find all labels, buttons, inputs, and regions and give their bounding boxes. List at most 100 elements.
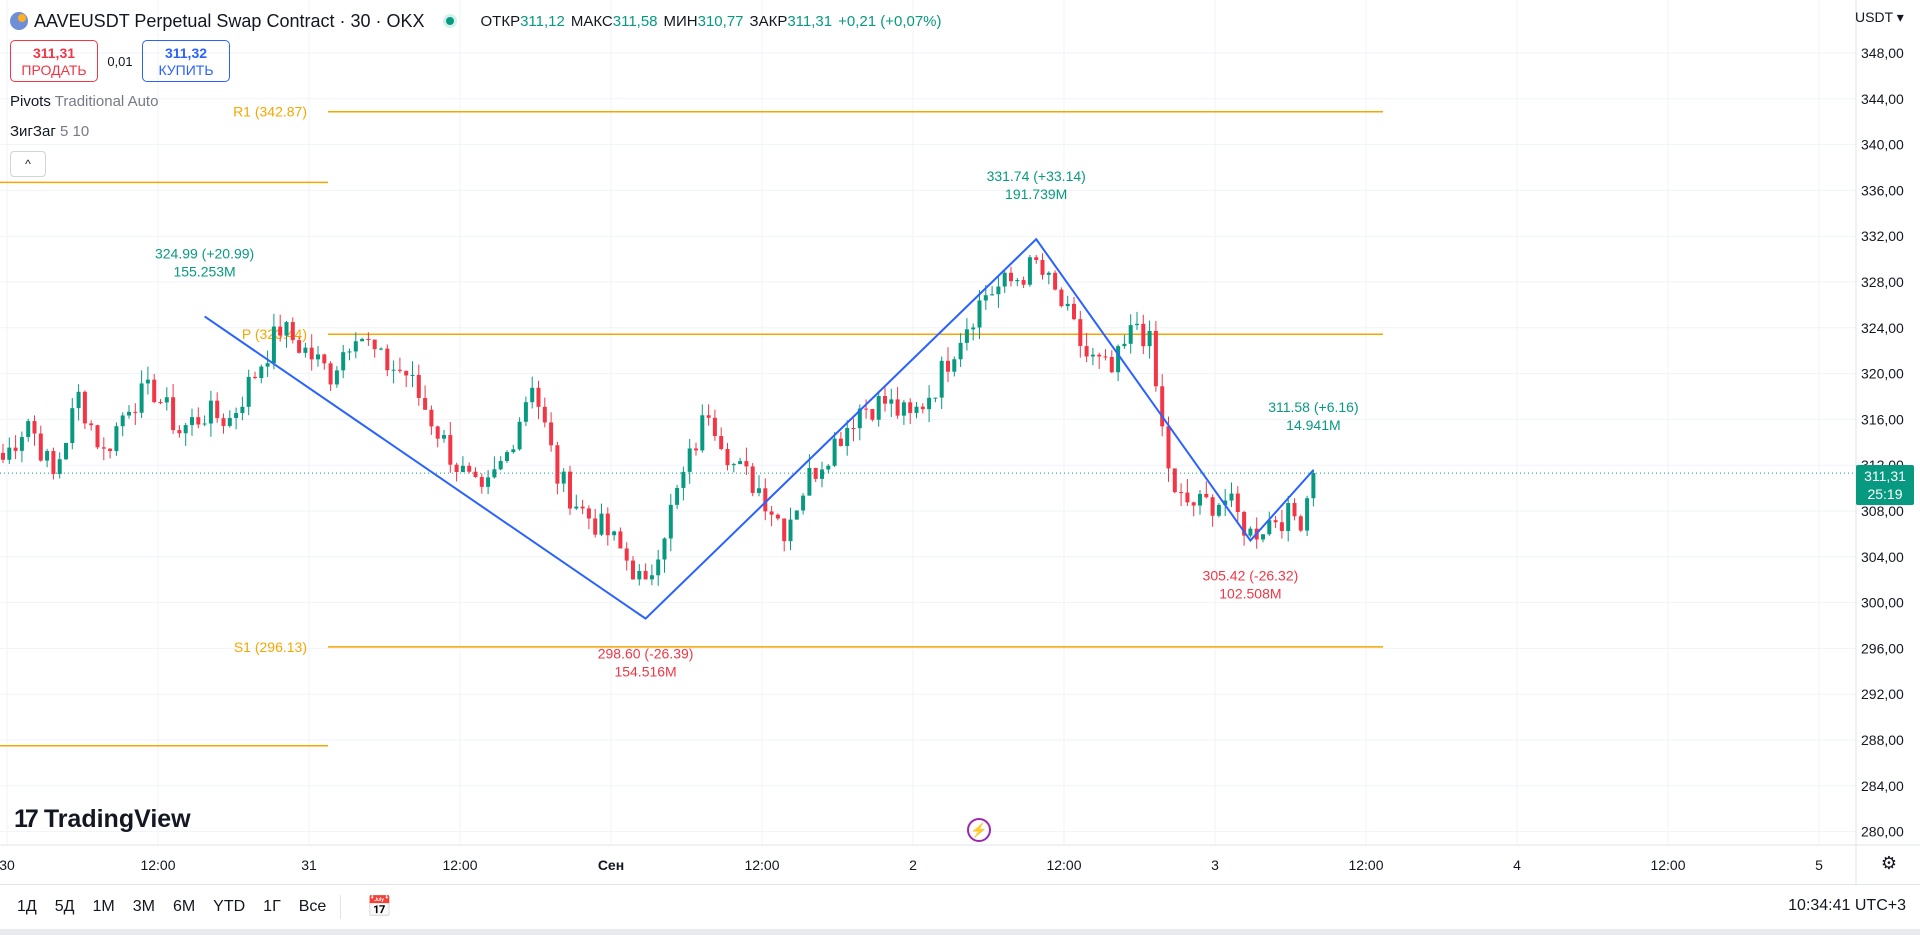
time-axis[interactable]: 30 12:00 31 12:00 Сен 12:00 2 12:00 3 12:00 4 12:00… bbox=[0, 857, 1920, 873]
candle-body bbox=[1305, 498, 1310, 531]
indicator-pivots[interactable]: Pivots Traditional Auto bbox=[10, 93, 158, 110]
tradingview-logo[interactable]: 17 TradingView bbox=[14, 805, 191, 834]
candle-body bbox=[681, 471, 686, 488]
candle-body bbox=[889, 399, 894, 404]
range-1d-button[interactable]: 1Д bbox=[17, 898, 37, 915]
candle-body bbox=[108, 448, 113, 452]
price-tick-label: 300,00 bbox=[1861, 595, 1904, 611]
buy-button[interactable]: 311,32 КУПИТЬ bbox=[142, 40, 230, 82]
candle-body bbox=[297, 340, 302, 353]
price-tick-label: 340,00 bbox=[1861, 137, 1904, 153]
close-value: 311,31 bbox=[787, 12, 833, 30]
candle-body bbox=[51, 451, 56, 474]
candle-body bbox=[429, 409, 434, 427]
candle-body bbox=[542, 406, 547, 423]
calendar-goto-icon[interactable]: 📅 bbox=[367, 896, 393, 918]
candle-body bbox=[139, 383, 144, 413]
range-buttons: 1Д 5Д 1М 3М 6М YTD 1Г Все bbox=[0, 898, 326, 916]
candle-body bbox=[479, 477, 484, 487]
candle-body bbox=[38, 433, 43, 461]
indicator-zigzag[interactable]: ЗигЗаг 5 10 bbox=[10, 123, 89, 140]
time-tick-label: 31 bbox=[301, 857, 317, 873]
candle-body bbox=[303, 347, 308, 353]
candle-body bbox=[259, 366, 264, 379]
candle-body bbox=[996, 286, 1001, 295]
candle-body bbox=[1273, 520, 1278, 523]
symbol-title[interactable]: AAVEUSDT Perpetual Swap Contract · 30 · … bbox=[34, 10, 425, 31]
range-1m-button[interactable]: 1М bbox=[92, 898, 115, 915]
candle-body bbox=[454, 464, 459, 473]
range-5d-button[interactable]: 5Д bbox=[54, 898, 75, 915]
candle-body bbox=[1204, 493, 1209, 498]
high-value: 311,58 bbox=[612, 12, 658, 30]
candle-body bbox=[95, 425, 100, 448]
candle-body bbox=[1002, 272, 1007, 287]
price-tick-label: 284,00 bbox=[1861, 778, 1904, 794]
candle-body bbox=[1135, 323, 1139, 326]
spread-value: 0,01 bbox=[107, 53, 133, 69]
candle-body bbox=[1191, 502, 1196, 506]
candle-body bbox=[530, 387, 535, 403]
candle-body bbox=[1216, 504, 1221, 516]
time-tick-label: 30 bbox=[0, 857, 15, 873]
candle-body bbox=[435, 426, 440, 439]
market-status-icon[interactable] bbox=[442, 14, 457, 28]
currency-selector[interactable]: USDT ▾ bbox=[1855, 9, 1904, 25]
candle-body bbox=[561, 471, 566, 484]
candle-body bbox=[914, 406, 919, 413]
candle-body bbox=[1078, 319, 1083, 347]
range-ytd-button[interactable]: YTD bbox=[213, 898, 246, 915]
price-chart[interactable]: R1 (342.87)P (323.44)S1 (296.13) 324.99 … bbox=[0, 0, 1920, 884]
price-tick-label: 308,00 bbox=[1861, 503, 1904, 519]
candle-body bbox=[920, 406, 925, 410]
candle-body bbox=[7, 447, 12, 460]
candle-body bbox=[712, 417, 717, 437]
sell-button[interactable]: 311,31 ПРОДАТЬ bbox=[10, 40, 98, 82]
candle-body bbox=[240, 406, 245, 413]
candle-body bbox=[202, 423, 207, 425]
price-axis[interactable]: 348,00 344,00 340,00 336,00 332,00 328,00 324,… bbox=[1861, 45, 1904, 840]
candle-body bbox=[927, 397, 932, 410]
candle-body bbox=[832, 438, 837, 466]
pivot-label-r1: R1 (342.87) bbox=[233, 104, 307, 120]
candle-body bbox=[555, 445, 560, 484]
price-tick-label: 328,00 bbox=[1861, 274, 1904, 290]
candle-body bbox=[1122, 343, 1127, 347]
candle-body bbox=[580, 506, 585, 509]
candle-body bbox=[372, 339, 377, 350]
low-label: МИН bbox=[663, 12, 698, 30]
candle-body bbox=[649, 575, 654, 580]
price-tick-label: 320,00 bbox=[1861, 366, 1904, 382]
range-1y-button[interactable]: 1Г bbox=[263, 898, 281, 915]
chevron-up-icon: ^ bbox=[25, 157, 31, 171]
candle-body bbox=[328, 363, 333, 385]
candle-body bbox=[782, 518, 787, 542]
candle-body bbox=[164, 397, 169, 403]
open-label: ОТКР bbox=[480, 12, 521, 30]
settings-gear-icon[interactable]: ⚙ bbox=[1880, 853, 1898, 873]
candle-body bbox=[1141, 323, 1146, 347]
candle-body bbox=[775, 514, 780, 519]
candle-body bbox=[1198, 493, 1202, 506]
bar-countdown: 25:19 bbox=[1867, 486, 1903, 502]
clock-timezone[interactable]: 10:34:41 UTC+3 bbox=[1788, 897, 1906, 914]
candle-body bbox=[57, 459, 62, 474]
candle-body bbox=[876, 396, 881, 420]
candle-body bbox=[360, 338, 365, 342]
range-3m-button[interactable]: 3М bbox=[132, 898, 155, 915]
candle-body bbox=[404, 370, 409, 376]
collapse-legend-button[interactable]: ^ bbox=[10, 151, 46, 177]
range-6m-button[interactable]: 6М bbox=[172, 898, 196, 915]
candle-body bbox=[1116, 346, 1121, 373]
candle-body bbox=[750, 466, 755, 493]
candle-body bbox=[870, 409, 875, 420]
chart-grid bbox=[0, 0, 1856, 845]
candle-body bbox=[309, 347, 314, 360]
candle-body bbox=[190, 417, 194, 426]
candle-body bbox=[687, 448, 692, 472]
range-all-button[interactable]: Все bbox=[298, 898, 327, 915]
candle-body bbox=[505, 452, 509, 462]
candle-body bbox=[946, 360, 950, 372]
lightning-icon[interactable]: ⚡ bbox=[967, 818, 991, 842]
candle-body bbox=[1179, 492, 1184, 494]
